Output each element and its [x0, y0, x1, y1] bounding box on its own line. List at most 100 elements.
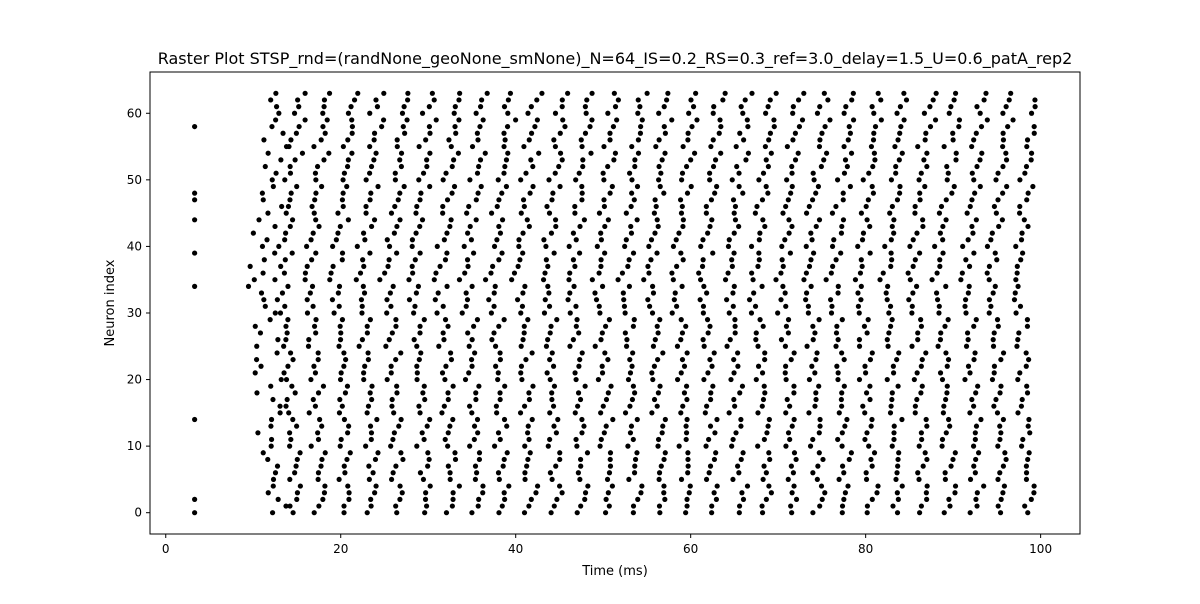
spike-point	[937, 370, 944, 376]
spike-point	[848, 150, 855, 156]
spike-point	[867, 250, 873, 256]
spike-point	[816, 383, 822, 389]
spike-point	[371, 130, 378, 136]
spike-point	[929, 277, 935, 283]
spike-point	[869, 496, 875, 502]
spike-point	[391, 230, 397, 236]
spike-point	[648, 237, 655, 243]
spike-point	[759, 370, 766, 376]
spike-point	[475, 430, 481, 436]
spike-point	[448, 356, 455, 363]
spike-point	[786, 230, 792, 236]
spike-point	[897, 190, 903, 196]
spike-point	[329, 297, 336, 303]
spike-point	[632, 163, 638, 170]
spike-point	[431, 277, 437, 283]
spike-point	[803, 297, 809, 303]
spike-point	[808, 283, 814, 289]
spike-point	[787, 403, 793, 409]
spike-point	[335, 210, 341, 216]
spike-point	[739, 383, 746, 389]
spike-point	[338, 436, 344, 443]
spike-point	[1017, 177, 1023, 183]
spike-point	[997, 423, 1003, 429]
spike-point	[974, 503, 980, 509]
spike-point	[570, 337, 576, 343]
spike-point	[936, 303, 942, 309]
spike-point	[871, 130, 877, 136]
spike-point	[272, 470, 279, 476]
spike-point	[598, 410, 604, 416]
spike-point	[1031, 130, 1037, 136]
spike-point	[992, 283, 998, 289]
spike-point	[452, 450, 458, 456]
spike-point	[597, 443, 603, 449]
spike-point	[441, 337, 447, 343]
spike-point	[864, 330, 870, 336]
spike-point	[364, 510, 370, 516]
spike-point	[492, 343, 499, 349]
spike-point	[330, 243, 336, 250]
spike-point	[637, 104, 643, 110]
spike-point	[546, 303, 553, 309]
spike-point	[819, 496, 825, 502]
spike-point	[700, 310, 706, 316]
spike-point	[710, 110, 716, 116]
spike-point	[388, 303, 394, 309]
spike-point	[521, 323, 527, 329]
spike-point	[523, 170, 529, 176]
spike-point	[630, 383, 636, 389]
spike-point	[714, 416, 720, 423]
spike-point	[310, 303, 316, 309]
spike-point	[398, 163, 404, 170]
spike-point	[533, 490, 539, 496]
spike-point	[730, 197, 737, 203]
spike-point	[363, 210, 369, 216]
spike-point	[625, 376, 632, 383]
spike-point	[963, 310, 969, 316]
spike-point	[1008, 90, 1014, 96]
spike-point	[449, 190, 455, 196]
spike-point	[920, 223, 926, 230]
spike-point	[760, 476, 766, 483]
spike-point	[969, 143, 975, 150]
spike-point	[731, 283, 737, 289]
spike-point	[734, 163, 740, 170]
spike-point	[833, 343, 839, 349]
spike-point	[470, 250, 477, 256]
spike-point	[309, 257, 315, 263]
spike-point	[624, 337, 630, 343]
spike-point	[268, 423, 274, 429]
spike-point	[573, 376, 579, 383]
spike-point	[713, 450, 719, 456]
spike-point	[447, 476, 453, 483]
spike-point	[278, 376, 284, 383]
spike-point	[803, 290, 810, 296]
spike-point	[577, 356, 583, 363]
spike-point	[920, 463, 926, 469]
spike-point	[476, 496, 482, 502]
spike-point	[409, 243, 415, 250]
spike-point	[917, 190, 923, 196]
spike-point	[812, 370, 818, 376]
spike-point	[998, 496, 1004, 502]
spike-point	[767, 97, 773, 103]
spike-point	[340, 203, 346, 210]
spike-point	[294, 456, 300, 463]
spike-point	[771, 117, 777, 123]
spike-point	[703, 210, 709, 216]
spike-point	[733, 430, 739, 436]
spike-point	[817, 503, 823, 509]
spike-point	[967, 203, 973, 210]
spike-point	[630, 250, 637, 256]
spike-point	[372, 456, 379, 463]
spike-point	[520, 250, 526, 256]
spike-point	[679, 330, 686, 336]
spike-point	[825, 97, 831, 103]
spike-point	[297, 483, 303, 489]
spike-point	[705, 370, 711, 376]
spike-point	[735, 363, 741, 369]
spike-point	[971, 356, 977, 363]
spike-point	[763, 496, 769, 502]
